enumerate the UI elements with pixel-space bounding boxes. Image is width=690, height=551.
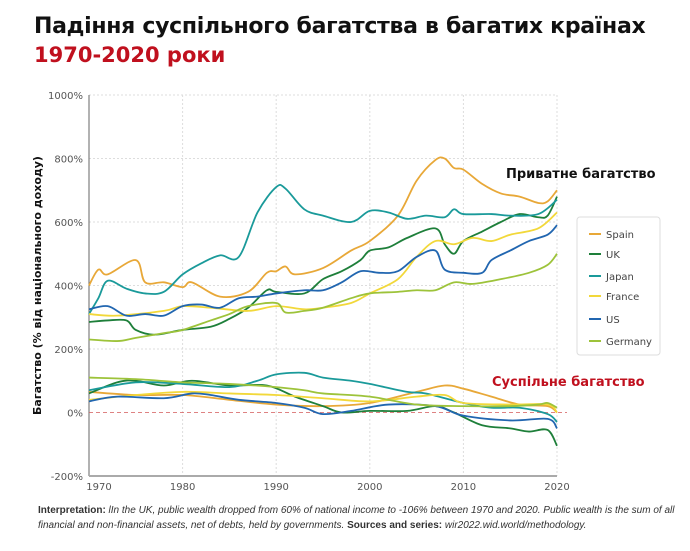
x-tick-label: 2000 bbox=[357, 482, 382, 493]
y-tick-label: 1000% bbox=[48, 91, 83, 102]
y-tick-label: 600% bbox=[54, 218, 83, 229]
series-france-public-line bbox=[88, 390, 558, 414]
public-wealth-annotation: Суспільне багатство bbox=[492, 375, 645, 390]
x-tick-label: 1990 bbox=[263, 482, 288, 493]
y-tick-label: 800% bbox=[54, 155, 83, 166]
legend-label-us: US bbox=[606, 315, 620, 326]
legend-label-spain: Spain bbox=[606, 230, 634, 241]
series-spain-private-line bbox=[88, 156, 558, 298]
private-wealth-annotation: Приватне багатство bbox=[506, 167, 656, 182]
legend-label-germany: Germany bbox=[606, 337, 652, 348]
series-germany-public-line bbox=[88, 376, 558, 409]
x-tick-label: 2010 bbox=[451, 482, 476, 493]
y-tick-label: 200% bbox=[54, 345, 83, 356]
x-tick-label: 1970 bbox=[86, 482, 111, 493]
sources-text: wir2022.wid.world/methodology. bbox=[442, 520, 587, 531]
y-tick-label: 400% bbox=[54, 282, 83, 293]
x-tick-label: 2020 bbox=[544, 482, 569, 493]
y-tick-label: -200% bbox=[51, 472, 83, 483]
interpretation-note: Interpretation: lIn the UK, public wealt… bbox=[38, 503, 678, 533]
series-japan-private-line bbox=[88, 183, 558, 315]
series-japan-public-line bbox=[88, 371, 558, 423]
legend-label-france: France bbox=[606, 292, 639, 303]
y-axis-label: Багатство (% від національного доходу) bbox=[31, 156, 44, 415]
series-us-private-line bbox=[88, 224, 558, 317]
y-tick-label: 0% bbox=[67, 409, 83, 420]
legend-box bbox=[576, 216, 661, 356]
chart-title: Падіння суспільного багатства в багатих … bbox=[34, 14, 646, 39]
interpretation-text: lIn the UK, public wealth dropped from 6… bbox=[38, 505, 675, 531]
series-france-private-line bbox=[88, 211, 558, 317]
sources-label: Sources and series: bbox=[347, 520, 443, 531]
series-us-public-line bbox=[88, 392, 558, 430]
chart-plot: 1000% 800% 600% 400% 200% 0% -200%1970 1980 1990… bbox=[31, 91, 661, 493]
x-tick-label: 1980 bbox=[170, 482, 195, 493]
legend-label-uk: UK bbox=[606, 250, 620, 261]
chart-subtitle: 1970-2020 роки bbox=[34, 43, 226, 67]
series-germany-private-line bbox=[88, 253, 558, 342]
series-uk-public-line bbox=[88, 379, 558, 447]
legend-label-japan: Japan bbox=[605, 272, 634, 283]
interpretation-label: Interpretation: bbox=[38, 505, 106, 516]
